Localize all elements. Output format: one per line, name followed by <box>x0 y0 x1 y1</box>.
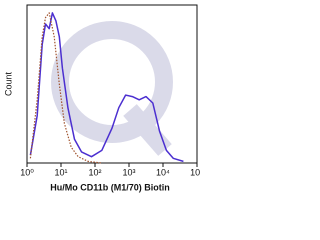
x-tick-label: 10¹ <box>54 167 67 177</box>
watermark <box>51 21 173 156</box>
x-tick-label: 10³ <box>122 167 135 177</box>
line-series <box>29 12 184 163</box>
chart: Count Hu/Mo CD11b (M1/70) Biotin 10⁰ 10¹ 1… <box>3 4 200 192</box>
plot-frame <box>26 4 198 164</box>
x-axis-label: Hu/Mo CD11b (M1/70) Biotin <box>50 182 170 192</box>
x-tick-label: 10⁰ <box>20 167 34 177</box>
x-tick-label: 10⁴ <box>156 167 170 177</box>
line-series <box>29 12 102 164</box>
x-tick-label: 10² <box>88 167 101 177</box>
y-axis-label: Count <box>3 72 13 97</box>
x-tick-label: 10⁵ <box>190 167 200 177</box>
